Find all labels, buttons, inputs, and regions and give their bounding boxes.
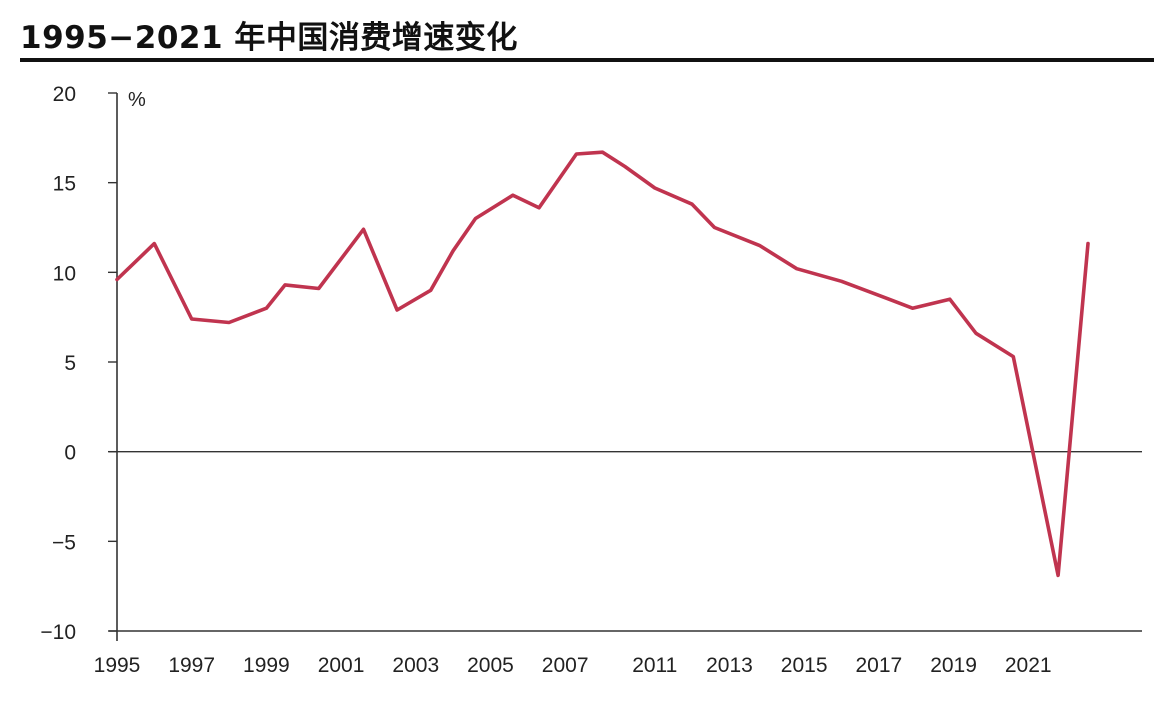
y-tick-label: −5 xyxy=(52,531,76,554)
y-tick-label: 20 xyxy=(53,83,76,106)
y-tick-label: 5 xyxy=(64,352,76,375)
y-tick-label: 0 xyxy=(64,442,76,465)
x-tick-label: 2001 xyxy=(318,654,365,677)
y-tick-label: −10 xyxy=(40,621,76,644)
x-tick-label: 2011 xyxy=(632,654,677,677)
x-tick-label: 2015 xyxy=(781,654,828,677)
y-axis-unit-label: % xyxy=(128,89,146,111)
series-line xyxy=(115,150,1090,578)
x-tick-label: 2003 xyxy=(392,654,439,677)
x-tick-label: 1997 xyxy=(168,654,215,677)
title-rule xyxy=(20,58,1154,62)
x-tick-label: 2005 xyxy=(467,654,514,677)
x-tick-label: 2017 xyxy=(856,654,903,677)
series-layer xyxy=(115,150,1090,578)
y-tick-label: 15 xyxy=(53,173,76,196)
axes xyxy=(108,92,1142,641)
chart-title: 1995−2021 年中国消费增速变化 xyxy=(20,20,518,56)
x-tick-label: 2019 xyxy=(930,654,977,677)
x-tick-label: 2007 xyxy=(542,654,589,677)
x-tick-label: 1999 xyxy=(243,654,290,677)
y-tick-label: 10 xyxy=(53,262,76,285)
x-tick-label: 2013 xyxy=(706,654,753,677)
x-tick-label: 1995 xyxy=(94,654,141,677)
x-tick-label: 2021 xyxy=(1005,654,1052,677)
